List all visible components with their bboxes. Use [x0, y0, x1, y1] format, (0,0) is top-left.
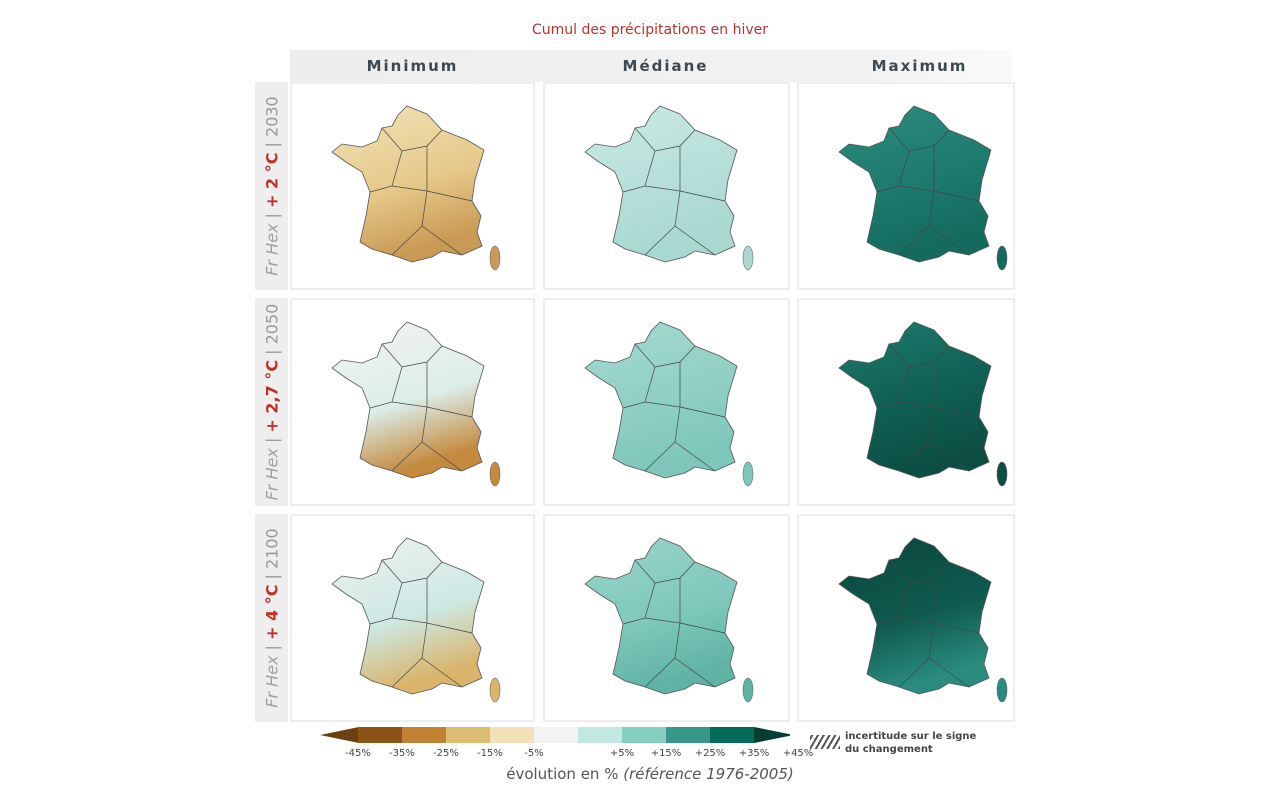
row-year: 2100 — [262, 528, 281, 569]
row-prefix: Fr Hex — [262, 448, 281, 501]
row-label-2050: Fr Hex | + 2,7 °C | 2050 — [255, 298, 288, 506]
france-map — [838, 105, 992, 263]
legend-tick-label: -25% — [433, 748, 459, 759]
legend-axis-label: évolution en % (référence 1976-2005) — [320, 765, 980, 783]
corsica-map — [742, 245, 754, 271]
corsica-map — [489, 677, 501, 703]
axis-label-main: évolution en % — [506, 765, 619, 783]
legend-swatch — [402, 727, 447, 743]
legend-tick-label: +35% — [738, 748, 770, 759]
map-panel-minimum-2100 — [290, 514, 535, 722]
chart-title: Cumul des précipitations en hiver — [531, 22, 769, 38]
row-warming: + 2 °C — [262, 152, 281, 208]
legend-swatch — [534, 727, 579, 743]
hatch-label-line2: du changement — [845, 744, 933, 755]
row-year: 2030 — [262, 96, 281, 137]
map-panel-minimum-2030 — [290, 82, 535, 290]
row-year: 2050 — [262, 303, 281, 345]
france-map — [838, 537, 992, 695]
france-map — [838, 321, 992, 479]
legend-tick-label: -45% — [345, 748, 371, 759]
corsica-map — [742, 461, 754, 487]
france-map — [584, 537, 738, 695]
region-borders — [622, 127, 726, 256]
legend-swatch — [622, 727, 667, 743]
hatch-label: incertitude sur le signe du changement — [845, 730, 985, 756]
legend-tick-label: +45% — [782, 748, 814, 759]
column-header-minimum: Minimum — [366, 57, 459, 75]
column-header-mediane: Médiane — [622, 57, 709, 75]
map-panel-maximum-2030 — [797, 82, 1015, 290]
axis-label-note: (référence 1976-2005) — [623, 765, 794, 783]
map-panel-mediane-2050 — [543, 298, 790, 506]
row-warming: + 2,7 °C — [262, 359, 281, 433]
legend-swatch — [666, 727, 711, 743]
region-borders — [622, 343, 726, 472]
region-borders — [369, 559, 473, 688]
row-prefix: Fr Hex — [262, 655, 281, 708]
hatch-swatch — [810, 735, 840, 749]
legend-tick-label: +25% — [694, 748, 726, 759]
map-panel-maximum-2100 — [797, 514, 1015, 722]
corsica-map — [996, 677, 1008, 703]
legend-swatch — [710, 727, 755, 743]
legend-tick-label: +5% — [609, 748, 635, 759]
region-borders — [369, 127, 473, 256]
legend-swatch — [320, 727, 359, 743]
legend-swatch — [578, 727, 623, 743]
hatch-label-line1: incertitude sur le signe — [845, 731, 977, 742]
row-prefix: Fr Hex — [262, 223, 281, 276]
map-panel-mediane-2030 — [543, 82, 790, 290]
legend-swatch — [754, 727, 790, 743]
row-warming: + 4 °C — [262, 584, 281, 640]
color-legend — [320, 727, 790, 743]
legend-swatch — [446, 727, 491, 743]
france-map — [584, 105, 738, 263]
legend-tick-label: -15% — [477, 748, 503, 759]
region-borders — [369, 343, 473, 472]
legend-swatch — [358, 727, 403, 743]
row-label-2100: Fr Hex | + 4 °C | 2100 — [255, 514, 288, 722]
column-header-bar: Minimum Médiane Maximum — [290, 50, 1012, 82]
corsica-map — [742, 677, 754, 703]
region-borders — [876, 559, 980, 688]
row-label-2030: Fr Hex | + 2 °C | 2030 — [255, 82, 288, 290]
corsica-map — [996, 461, 1008, 487]
france-map — [331, 537, 485, 695]
france-map — [331, 321, 485, 479]
corsica-map — [489, 245, 501, 271]
france-map — [331, 105, 485, 263]
map-panel-minimum-2050 — [290, 298, 535, 506]
legend-tick-label: +15% — [650, 748, 682, 759]
map-panel-mediane-2100 — [543, 514, 790, 722]
france-map — [584, 321, 738, 479]
corsica-map — [996, 245, 1008, 271]
column-header-maximum: Maximum — [871, 57, 968, 75]
region-borders — [622, 559, 726, 688]
legend-tick-label: -5% — [524, 748, 544, 759]
map-panel-maximum-2050 — [797, 298, 1015, 506]
region-borders — [876, 127, 980, 256]
legend-swatch — [490, 727, 535, 743]
corsica-map — [489, 461, 501, 487]
region-borders — [876, 343, 980, 472]
legend-tick-label: -35% — [389, 748, 415, 759]
